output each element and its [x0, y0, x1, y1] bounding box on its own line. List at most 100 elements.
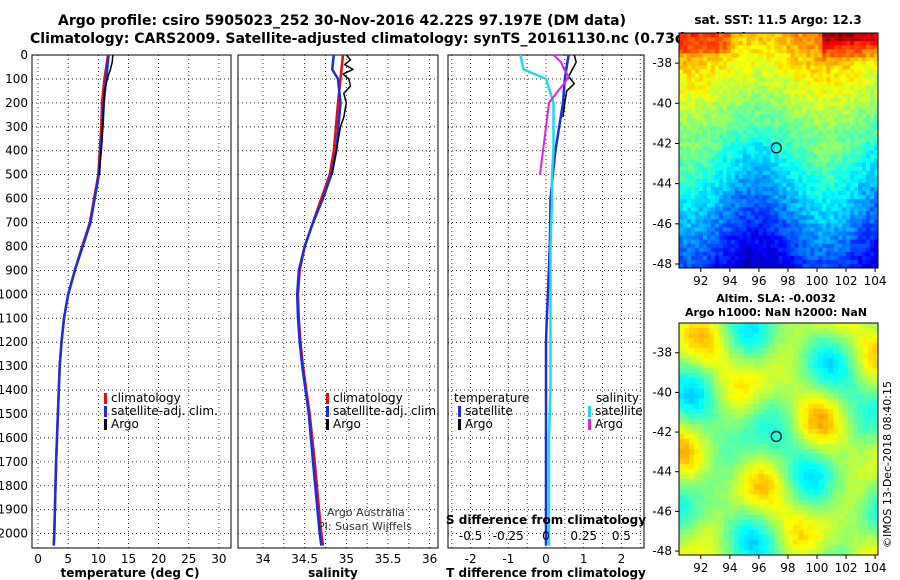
sst-cell [762, 166, 767, 172]
sst-cell [726, 101, 732, 107]
sst-cell [686, 199, 692, 204]
sst-cell [774, 41, 779, 46]
sla-cell [828, 514, 834, 521]
sst-cell [822, 215, 827, 220]
sst-cell [746, 219, 752, 224]
sla-cell [683, 454, 690, 460]
sst-cell [810, 154, 815, 159]
sst-cell [866, 109, 871, 115]
sst-cell [798, 158, 803, 164]
sla-cell [848, 373, 854, 379]
sst-cell [690, 174, 696, 180]
sla-cell [798, 549, 804, 556]
sst-cell [834, 191, 839, 196]
sla-cell [768, 519, 774, 526]
sla-cell [688, 539, 695, 546]
sla-cell [828, 519, 834, 526]
sla-cell [833, 489, 839, 495]
sst-cell [682, 89, 688, 95]
sst-cell [734, 243, 740, 249]
sst-cell [758, 243, 763, 249]
sst-cell [798, 182, 803, 188]
sla-cell [773, 524, 779, 531]
sla-cell [688, 494, 695, 500]
sst-cell [806, 49, 811, 54]
sst-cell [686, 182, 692, 188]
sla-cell [743, 469, 750, 475]
sst-cell [870, 255, 875, 261]
sst-cell [854, 57, 859, 62]
sst-cell [690, 57, 696, 62]
sst-cell [726, 93, 732, 99]
sst-cell [834, 162, 839, 168]
sla-cell [833, 469, 839, 475]
sla-cell [778, 469, 784, 475]
sst-cell [706, 255, 712, 261]
sst-cell [826, 174, 831, 180]
sst-cell [770, 118, 775, 123]
sla-cell [818, 529, 824, 536]
sla-cell [743, 479, 750, 485]
sla-cell [803, 544, 809, 551]
sst-cell [802, 118, 807, 123]
sst-cell [766, 150, 771, 155]
sla-cell [833, 439, 839, 445]
sst-cell [846, 186, 851, 192]
sst-cell [738, 243, 744, 249]
sst-cell [722, 231, 728, 236]
sla-cell [763, 358, 769, 364]
sst-cell [830, 154, 835, 159]
sla-cell [688, 504, 695, 511]
sla-cell [748, 368, 755, 374]
sla-cell [738, 378, 745, 384]
sst-cell [770, 219, 775, 224]
sla-cell [838, 514, 844, 521]
sst-cell [842, 247, 847, 253]
sla-cell [683, 393, 690, 400]
sla-cell [843, 393, 849, 400]
sst-cell [682, 138, 688, 143]
sst-cell [730, 93, 736, 99]
sst-cell [834, 89, 839, 95]
sla-cell [873, 413, 879, 420]
sst-cell [718, 57, 724, 62]
sst-cell [782, 49, 787, 54]
sst-cell [750, 231, 756, 236]
sst-cell [786, 251, 791, 257]
sla-cell [868, 544, 874, 551]
sla-cell [853, 393, 859, 400]
sla-cell [713, 479, 720, 485]
sla-cell [853, 433, 859, 440]
sst-cell [738, 239, 744, 245]
sst-cell [794, 162, 799, 168]
sla-cell [853, 459, 859, 465]
sst-cell [734, 146, 740, 151]
sla-cell [743, 418, 750, 425]
sst-cell [690, 215, 696, 220]
sla-cell [863, 514, 869, 521]
sst-cell [706, 37, 712, 42]
sla-cell [848, 328, 854, 334]
sla-cell [778, 378, 784, 384]
sla-cell [818, 348, 824, 354]
sla-cell [753, 484, 760, 490]
sst-cell [846, 138, 851, 143]
sla-cell [758, 509, 764, 516]
sla-cell [808, 388, 814, 395]
sst-cell [679, 65, 684, 70]
sst-cell [854, 150, 859, 155]
sla-cell [758, 368, 764, 374]
legend-swatch [104, 406, 107, 417]
sst-cell [754, 65, 759, 70]
sla-cell [688, 454, 695, 460]
sst-cell [778, 61, 783, 66]
sla-cell [823, 449, 829, 455]
sst-cell [842, 195, 847, 200]
sst-cell [734, 227, 740, 232]
sst-cell [798, 263, 803, 269]
sst-cell [862, 89, 867, 95]
sst-cell [710, 166, 716, 172]
sst-cell [858, 239, 863, 245]
sst-cell [698, 57, 704, 62]
sla-cell [793, 403, 799, 410]
